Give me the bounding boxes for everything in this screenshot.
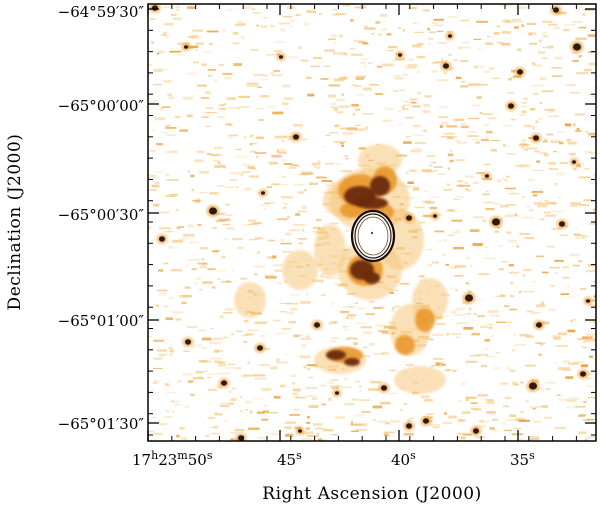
x-tick-label-4: 35s	[510, 449, 535, 469]
y-tick-label-3: −65°00′30″	[58, 206, 145, 224]
y-tick-label-2: −65°00′00″	[58, 97, 145, 115]
y-tick-label-4: −65°01′00″	[58, 312, 145, 330]
x-tick-label-3: 40s	[391, 449, 416, 469]
y-axis-title: Declination (J2000)	[5, 134, 25, 311]
image-area	[148, 4, 596, 441]
x-tick-label-1: 17h23m50s	[132, 449, 213, 469]
tick-marks	[147, 4, 596, 441]
central-star-residual	[350, 209, 396, 263]
x-axis-title: Right Ascension (J2000)	[262, 484, 481, 504]
y-tick-label-1: −64°59′30″	[58, 3, 145, 21]
x-tick-label-2: 45s	[277, 449, 302, 469]
y-tick-label-5: −65°01′30″	[58, 415, 145, 433]
